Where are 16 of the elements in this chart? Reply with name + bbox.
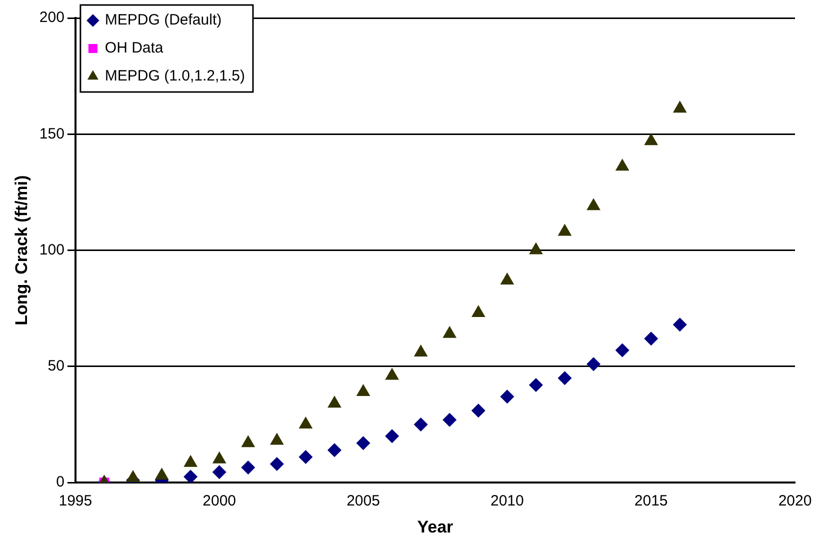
legend-label: MEPDG (1.0,1.2,1.5) — [104, 68, 245, 85]
y-tick-label: 100 — [39, 241, 64, 258]
x-tick-label: 2020 — [778, 492, 812, 510]
y-tick-label: 0 — [56, 474, 64, 491]
legend-label: OH Data — [104, 40, 164, 57]
x-axis-title: Year — [417, 517, 454, 536]
y-tick-label: 200 — [39, 9, 64, 26]
legend-label: MEPDG (Default) — [104, 12, 222, 29]
x-tick-label: 1995 — [58, 492, 92, 510]
x-tick-label: 2015 — [634, 492, 668, 510]
y-tick-label: 150 — [39, 125, 64, 142]
x-tick-label: 2000 — [202, 492, 236, 510]
y-tick-label: 50 — [48, 358, 64, 375]
y-axis-title: Long. Crack (ft/mi) — [12, 175, 31, 326]
x-tick-label: 2005 — [346, 492, 380, 510]
x-tick-label: 2010 — [490, 492, 524, 510]
